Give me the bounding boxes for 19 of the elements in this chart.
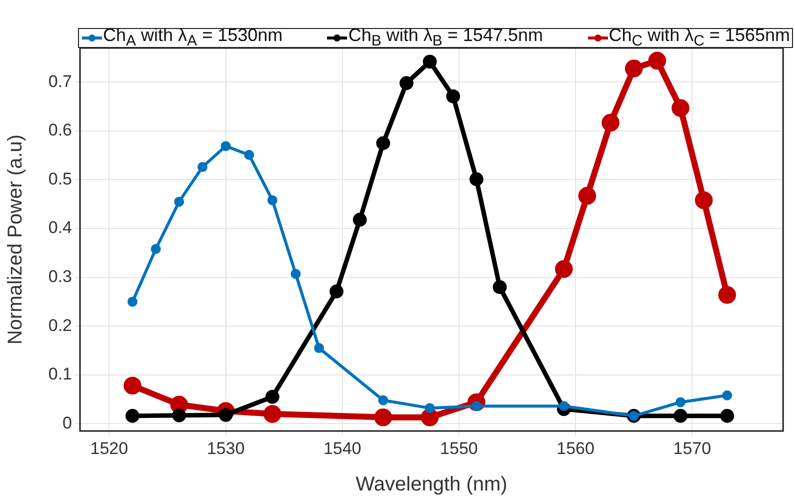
legend-label: Ch$_{C}$ with λ$_{C}$ = 1565nm [608,24,790,50]
y-axis-title: Normalized Power (a.u) [4,134,27,345]
x-tick-label: 1570 [673,438,712,458]
y-tick-label: 0.2 [48,316,72,335]
y-tick-label: 0.5 [48,169,72,188]
y-tick-label: 0.3 [48,267,72,286]
x-axis-title: Wavelength (nm) [356,474,508,496]
x-tick-label: 1530 [206,438,245,458]
x-tick-label: 1550 [440,438,478,458]
y-tick-label: 0.6 [48,120,72,140]
x-tick-label: 1560 [556,438,594,458]
legend-label: Ch$_{A}$ with λ$_{A}$ = 1530nm [103,24,283,50]
y-tick-label: 0.1 [48,364,72,384]
x-tick-label: 1520 [90,438,128,458]
legend-label: Ch$_{B}$ with λ$_{B}$ = 1547.5nm [348,24,543,50]
y-tick-label: 0.4 [48,218,72,238]
y-tick-label: 0.7 [48,72,72,91]
y-tick-label: 0 [62,413,72,432]
x-tick-label: 1540 [323,438,362,458]
